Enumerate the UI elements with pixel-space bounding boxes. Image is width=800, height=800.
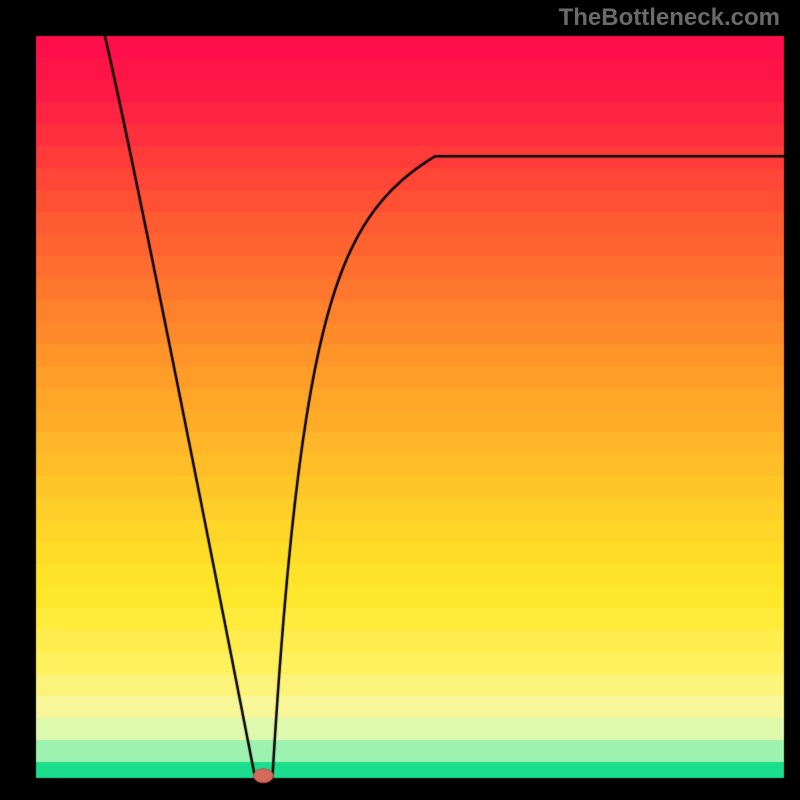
bottleneck-stage: TheBottleneck.com <box>0 0 800 800</box>
bottleneck-canvas <box>0 0 800 800</box>
